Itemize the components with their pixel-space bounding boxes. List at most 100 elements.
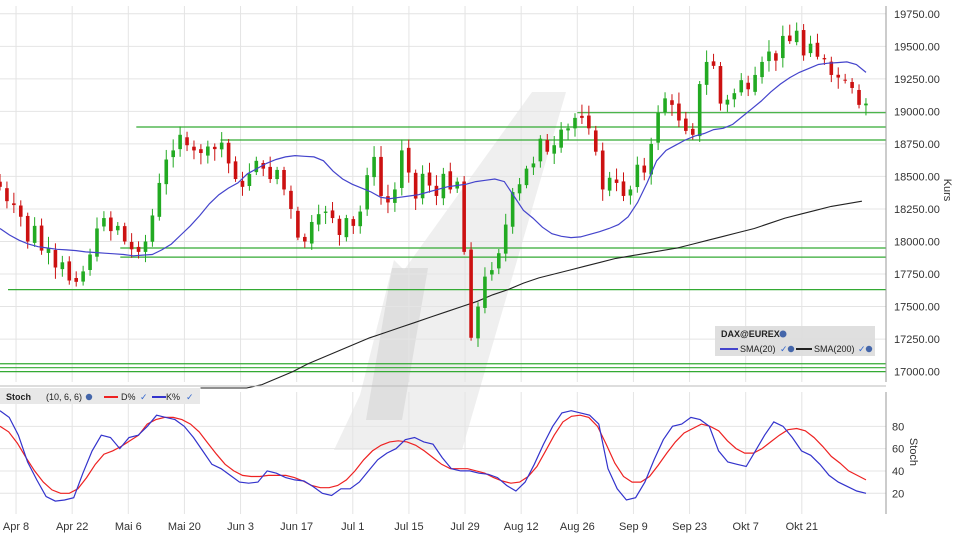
x-tick-label: Jul 29 [450, 521, 479, 533]
stoch-d-check-icon[interactable]: ✓ [140, 392, 148, 402]
stoch-header: Stoch (10, 6, 6) D% ✓ K% ✓ [0, 388, 200, 404]
candle-body [74, 277, 79, 282]
candle-body [580, 115, 584, 118]
candle-body [587, 115, 591, 129]
legend-info-icon[interactable] [779, 330, 787, 338]
legend: DAX@EUREX SMA(20) ✓ SMA(200) ✓ [715, 326, 875, 356]
candle-body [829, 61, 834, 75]
stoch-k-check-icon[interactable]: ✓ [186, 392, 194, 402]
candle-body [628, 189, 633, 196]
candle-body [60, 262, 65, 270]
candle-body [732, 93, 737, 100]
candle-body [323, 211, 328, 213]
candle-body [503, 224, 508, 254]
legend-sma200-settings-icon[interactable] [865, 345, 873, 353]
candle-body [81, 271, 85, 282]
candle-body [566, 128, 570, 131]
candle-body [296, 210, 300, 238]
candle-body [621, 181, 626, 196]
price-y-axis: 17000.00 17250.00 17500.00 17750.00 18000.00… [885, 6, 940, 382]
legend-sma200-check-icon[interactable]: ✓ [858, 344, 866, 354]
candle-body [490, 270, 494, 275]
candle-body [344, 218, 349, 238]
candle-body [88, 254, 92, 270]
stoch-y-tick-label: 20 [892, 488, 904, 500]
x-tick-label: Okt 21 [786, 521, 818, 533]
x-tick-label: Jun 17 [280, 521, 313, 533]
x-tick-label: Apr 22 [56, 521, 88, 533]
price-y-tick-label: 17500.00 [894, 302, 940, 314]
candle-body [5, 188, 9, 202]
legend-sma20-check-icon[interactable]: ✓ [780, 344, 788, 354]
candle-body [593, 130, 598, 152]
sma20-line [0, 61, 867, 257]
price-y-tick-label: 19250.00 [894, 74, 940, 86]
x-tick-label: Aug 12 [504, 521, 539, 533]
x-axis: Apr 8 Apr 22 Mai 6 Mai 20 Jun 3 Jun 17 Jul 1 Ju… [3, 521, 818, 533]
candle-body [808, 43, 813, 54]
candle-body [642, 165, 647, 173]
candle-body [157, 182, 162, 217]
candle-body [441, 173, 446, 199]
stoch-k-label: K% [166, 392, 180, 402]
candle-body [739, 80, 744, 93]
stoch-lines [0, 410, 867, 502]
candle-body [247, 173, 252, 187]
price-y-tick-label: 18500.00 [894, 171, 940, 183]
candle-body [192, 146, 196, 151]
candle-body [517, 184, 522, 194]
price-y-tick-label: 17750.00 [894, 269, 940, 281]
candle-body [649, 143, 653, 175]
candle-body [25, 215, 30, 242]
candle-body [372, 156, 376, 178]
candle-body [185, 137, 189, 146]
x-tick-label: Sep 9 [619, 521, 648, 533]
stoch-k-line [0, 410, 867, 502]
stoch-params: (10, 6, 6) [46, 392, 82, 402]
candle-body [18, 205, 23, 217]
candle-body [109, 217, 113, 232]
candle-body [545, 140, 550, 152]
stoch-d-line [0, 414, 867, 494]
stoch-settings-icon[interactable] [85, 393, 93, 401]
x-tick-label: Aug 26 [560, 521, 595, 533]
price-y-tick-label: 19500.00 [894, 41, 940, 53]
watermark-logo-accent [366, 268, 428, 420]
x-tick-label: Mai 6 [115, 521, 142, 533]
legend-sma20-settings-icon[interactable] [787, 345, 795, 353]
candle-body [573, 117, 577, 129]
x-tick-label: Jul 1 [341, 521, 364, 533]
candle-body [483, 276, 487, 308]
price-y-tick-label: 19000.00 [894, 106, 940, 118]
x-tick-label: Sep 23 [672, 521, 707, 533]
stoch-y-axis: 20 40 60 80 [885, 392, 904, 514]
candle-body [67, 261, 72, 281]
candle-body [746, 82, 750, 90]
legend-title: DAX@EUREX [721, 329, 780, 339]
candle-body [95, 228, 99, 257]
candle-body [552, 145, 557, 154]
stoch-grid [0, 392, 886, 514]
candle-body [781, 35, 785, 59]
candle-body [510, 192, 515, 227]
candle-body [711, 61, 716, 66]
candle-body [233, 161, 238, 180]
candle-body [635, 164, 640, 188]
candle-body [102, 218, 106, 227]
candle-body [690, 128, 695, 135]
legend-sma20-label: SMA(20) [740, 344, 776, 354]
candle-body [677, 103, 681, 121]
candle-body [496, 253, 501, 269]
candle-body [864, 103, 868, 106]
candle-body [164, 159, 169, 185]
candle-body [725, 99, 730, 105]
candle-body [199, 149, 203, 154]
price-y-tick-label: 17000.00 [894, 367, 940, 379]
sma200-line [200, 200, 862, 389]
candle-body [282, 169, 286, 190]
candle-body [386, 196, 390, 203]
candle-body [462, 181, 466, 252]
candle-body [607, 177, 612, 191]
